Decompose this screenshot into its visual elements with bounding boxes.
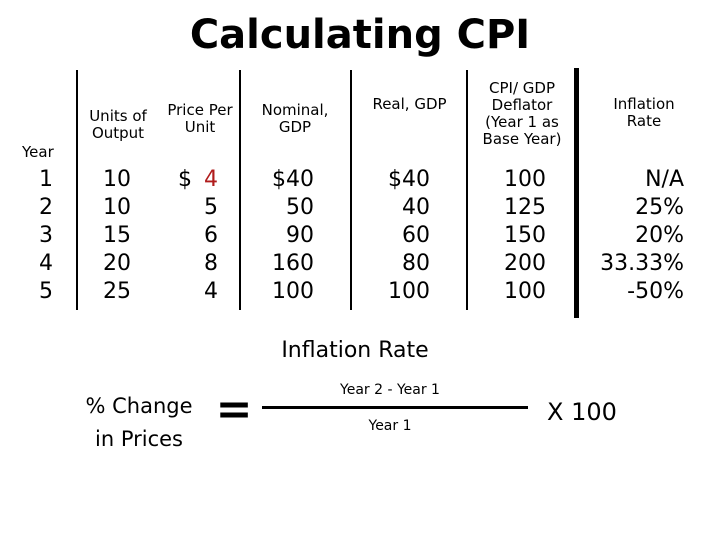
real-gdp-cell: 40 [402, 195, 430, 220]
units-cell: 15 [103, 223, 131, 248]
price-dollar-sign: $ [178, 167, 192, 192]
price-cell: 5 [204, 195, 218, 220]
year-cell: 5 [39, 279, 53, 304]
price-nominal-divider [239, 70, 241, 310]
formula-lhs: % Change in Prices [85, 394, 193, 451]
year-cell: 4 [39, 251, 53, 276]
inflation-rate-cell: -50% [627, 279, 684, 304]
nominal-real-divider [350, 70, 352, 310]
inflation-rate-cell: N/A [645, 167, 684, 192]
cpi-inflation-divider [574, 68, 579, 318]
year-cell: 3 [39, 223, 53, 248]
header-inflation-rate: Inflation Rate [613, 95, 675, 130]
units-cell: 20 [103, 251, 131, 276]
page-title: Calculating CPI [189, 12, 531, 58]
formula-denominator: Year 1 [368, 418, 412, 434]
nominal-gdp-cell: 90 [286, 223, 314, 248]
nominal-gdp-cell: 100 [272, 279, 314, 304]
real-gdp-cell: 100 [388, 279, 430, 304]
inflation-rate-cell: 20% [635, 223, 684, 248]
year-column: 1 2 3 4 5 [26, 166, 66, 306]
real-gdp-cell: 80 [402, 251, 430, 276]
price-cell: 6 [204, 223, 218, 248]
cpi-cell: 125 [504, 195, 546, 220]
units-cell: 10 [103, 167, 131, 192]
real-cpi-divider [466, 70, 468, 310]
nominal-gdp-column: $40 50 90 160 100 [250, 166, 314, 306]
cpi-cell: 100 [504, 167, 546, 192]
price-cell: 8 [204, 251, 218, 276]
header-year: Year [22, 143, 54, 161]
price-column: 4 5 6 8 4 [190, 166, 218, 306]
header-real-gdp: Real, GDP [372, 95, 447, 113]
nominal-gdp-cell: $40 [272, 167, 314, 192]
cpi-cell: 200 [504, 251, 546, 276]
header-units-of-output: Units of Output [89, 107, 147, 142]
inflation-rate-column: N/A 25% 20% 33.33% -50% [586, 166, 684, 306]
header-price-per-unit: Price Per Unit [167, 101, 233, 136]
real-gdp-column: $40 40 60 80 100 [370, 166, 430, 306]
real-gdp-cell: $40 [388, 167, 430, 192]
header-nominal-gdp: Nominal, GDP [261, 101, 329, 136]
real-gdp-cell: 60 [402, 223, 430, 248]
formula-title: Inflation Rate [281, 338, 429, 363]
inflation-rate-cell: 33.33% [600, 251, 684, 276]
cpi-cell: 150 [504, 223, 546, 248]
year-cell: 2 [39, 195, 53, 220]
formula-multiplier: X 100 [547, 398, 617, 426]
units-cell: 25 [103, 279, 131, 304]
fraction-bar [262, 406, 528, 409]
units-column: 10 10 15 20 25 [92, 166, 142, 306]
year-cell: 1 [39, 167, 53, 192]
inflation-rate-cell: 25% [635, 195, 684, 220]
cpi-cell: 100 [504, 279, 546, 304]
price-cell-highlight: 4 [204, 167, 218, 192]
price-cell: 4 [204, 279, 218, 304]
formula-numerator: Year 2 - Year 1 [340, 382, 440, 398]
nominal-gdp-cell: 50 [286, 195, 314, 220]
nominal-gdp-cell: 160 [272, 251, 314, 276]
table-left-divider [76, 70, 78, 310]
cpi-column: 100 125 150 200 100 [490, 166, 560, 306]
formula-equals: = [215, 384, 253, 435]
header-cpi-deflator: CPI/ GDP Deflator (Year 1 as Base Year) [482, 79, 562, 148]
units-cell: 10 [103, 195, 131, 220]
